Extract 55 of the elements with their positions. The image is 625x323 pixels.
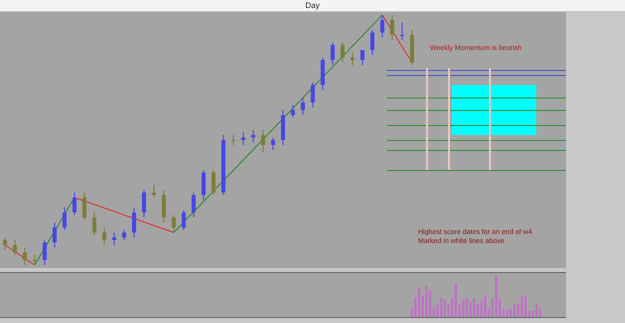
candlestick bbox=[330, 42, 335, 66]
candlestick bbox=[152, 184, 156, 198]
candlestick bbox=[92, 212, 96, 236]
candlestick bbox=[132, 207, 136, 238]
candlestick bbox=[370, 30, 374, 56]
candlestick bbox=[72, 192, 76, 216]
bar bbox=[513, 304, 516, 317]
candlestick bbox=[350, 52, 355, 66]
bar bbox=[444, 299, 446, 317]
candlestick bbox=[102, 227, 106, 246]
bar bbox=[535, 304, 538, 317]
candlestick bbox=[211, 170, 216, 196]
candlestick bbox=[261, 130, 266, 153]
candlestick bbox=[82, 192, 86, 220]
chart-title: Day bbox=[0, 0, 625, 11]
bar bbox=[469, 301, 472, 317]
candlestick bbox=[62, 207, 67, 230]
candlestick bbox=[2, 237, 7, 250]
candlestick bbox=[340, 42, 345, 63]
candlestick bbox=[241, 132, 246, 146]
candlestick bbox=[112, 232, 116, 246]
candlestick bbox=[271, 137, 276, 150]
candlestick bbox=[192, 192, 196, 218]
candlestick bbox=[32, 254, 37, 266]
bar bbox=[440, 298, 442, 317]
candlestick bbox=[22, 247, 27, 266]
bar bbox=[462, 299, 464, 317]
candlestick bbox=[290, 104, 295, 118]
candlestick bbox=[360, 50, 364, 66]
bar bbox=[466, 298, 468, 317]
bar bbox=[484, 296, 486, 317]
candlestick bbox=[122, 230, 126, 240]
candlestick bbox=[310, 82, 315, 108]
candlestick bbox=[162, 190, 166, 223]
candlestick bbox=[231, 134, 236, 146]
bar bbox=[506, 310, 508, 317]
bar bbox=[520, 296, 523, 317]
candlestick bbox=[400, 22, 404, 40]
candlestick bbox=[142, 190, 146, 218]
bar bbox=[425, 286, 428, 317]
bar bbox=[495, 275, 498, 317]
candlestick bbox=[182, 210, 186, 230]
candlestick bbox=[172, 214, 176, 233]
candlestick bbox=[251, 130, 256, 143]
candlestick bbox=[42, 240, 47, 266]
candlestick bbox=[12, 240, 17, 256]
bar bbox=[418, 288, 420, 317]
candlestick bbox=[380, 14, 384, 38]
candlestick bbox=[202, 170, 206, 200]
candlestick bbox=[52, 222, 57, 248]
candlestick bbox=[390, 14, 394, 40]
candlestick bbox=[300, 97, 305, 116]
bar bbox=[473, 298, 476, 317]
bar bbox=[524, 296, 527, 317]
bar bbox=[454, 284, 457, 317]
